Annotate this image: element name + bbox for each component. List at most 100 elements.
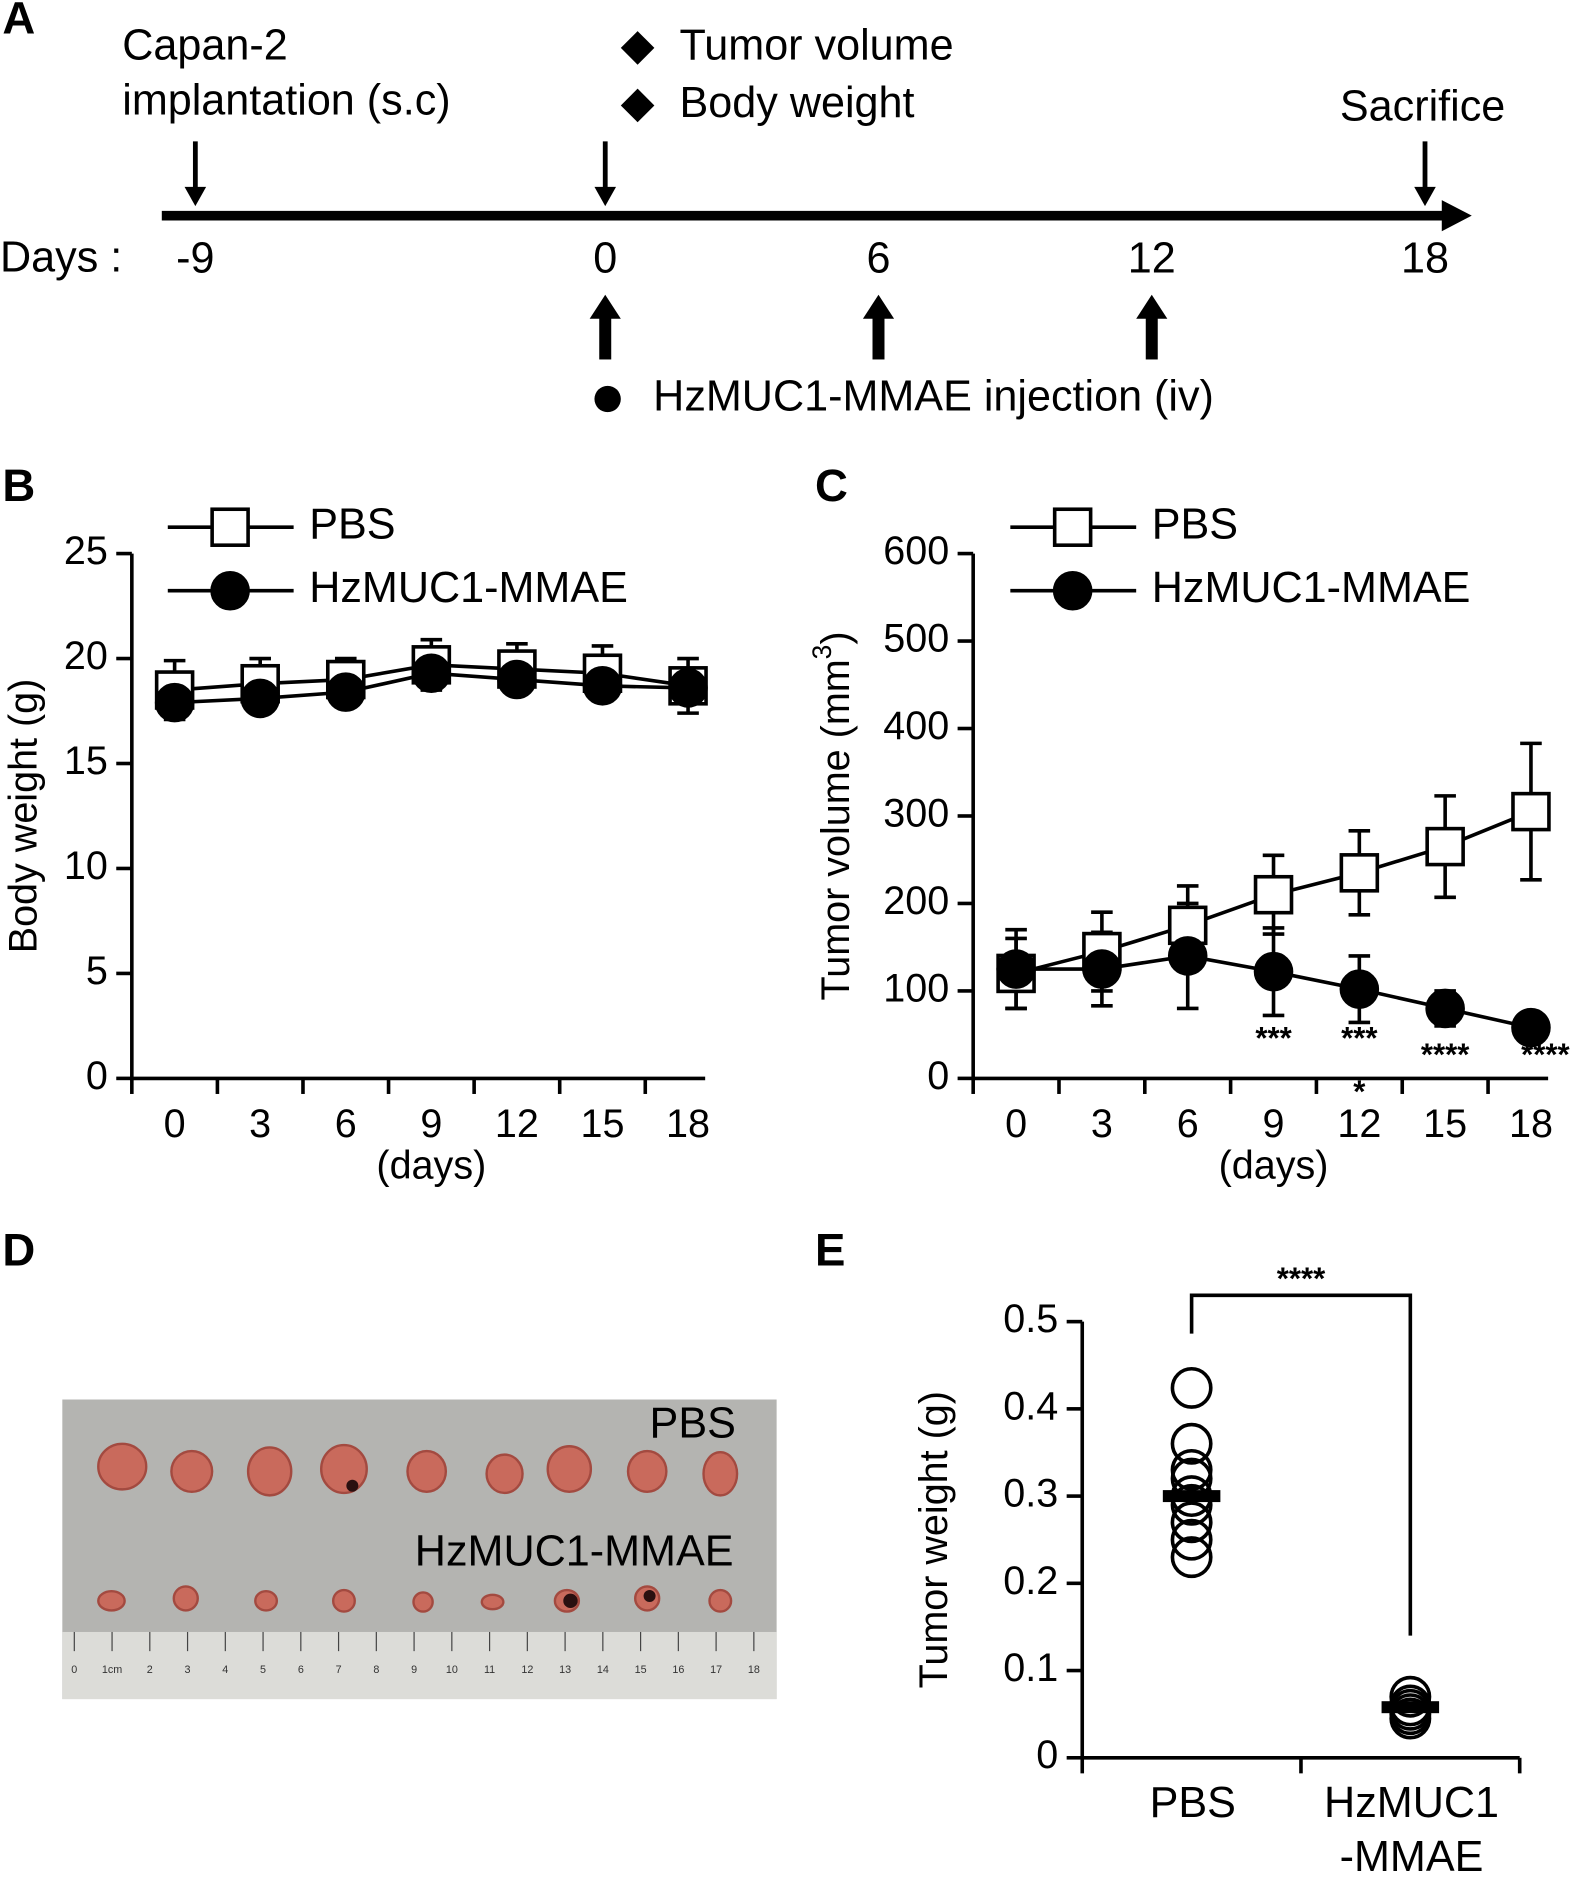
ruler-label: 10	[446, 1664, 458, 1676]
x-tick-label: 9	[1263, 1102, 1285, 1146]
mean-bar	[1381, 1701, 1440, 1714]
data-point	[325, 672, 366, 712]
ruler-label: 8	[373, 1664, 379, 1676]
ruler-label: 13	[559, 1664, 571, 1676]
day-label: 6	[867, 235, 891, 283]
day-label: 0	[593, 235, 617, 283]
panel-label: E	[815, 1224, 845, 1275]
data-point	[411, 653, 452, 694]
up-arrow	[599, 313, 612, 360]
measure-label: Body weight	[680, 79, 915, 127]
x-tick-label: 0	[1005, 1102, 1027, 1146]
significance-label: ***	[1255, 1020, 1292, 1055]
diamond-icon	[620, 31, 655, 65]
day-label: 12	[1128, 235, 1176, 283]
data-point	[1082, 949, 1122, 989]
y-axis-label-part: Body weight (g)	[2, 679, 46, 954]
y-axis-label: Tumor volume (mm3)	[807, 631, 858, 1000]
x-tick-label: 3	[1091, 1102, 1113, 1146]
legend-marker	[1052, 570, 1093, 611]
data-point	[1170, 1366, 1213, 1409]
x-axis-label: (days)	[1219, 1144, 1329, 1188]
y-tick-label: 0.1	[1003, 1646, 1058, 1690]
x-tick-label: 9	[420, 1102, 442, 1146]
data-point	[1425, 826, 1465, 867]
data-point	[1170, 1483, 1213, 1526]
data-point	[240, 678, 280, 719]
timeline-start-label: Capan-2	[122, 21, 287, 69]
photo	[62, 1399, 777, 1700]
significance-label: ****	[1521, 1037, 1570, 1072]
ruler-label: 11	[484, 1664, 495, 1676]
timeline-arrowhead	[1441, 200, 1472, 232]
legend-label: HzMUC1-MMAE	[309, 564, 628, 612]
data-point	[1389, 1697, 1432, 1740]
data-point	[1339, 969, 1380, 1009]
legend-label: PBS	[309, 501, 395, 549]
panel-label: B	[2, 460, 35, 511]
y-tick-label: 300	[883, 791, 949, 835]
y-axis-label-part: Tumor weight (g)	[913, 1391, 957, 1688]
ruler-label: 7	[336, 1664, 342, 1676]
x-tick-label: 6	[335, 1102, 357, 1146]
panel-label: C	[815, 460, 848, 511]
measure-label: Tumor volume	[680, 21, 954, 69]
down-arrowhead	[184, 186, 207, 207]
injection-label: HzMUC1-MMAE injection (iv)	[653, 372, 1214, 420]
day-label: 18	[1401, 235, 1449, 283]
data-point	[668, 668, 708, 708]
x-tick-label: 12	[1337, 1102, 1381, 1146]
y-tick-label: 0.5	[1003, 1297, 1058, 1341]
x-tick-label: 18	[666, 1102, 710, 1146]
ruler-label: 17	[710, 1664, 722, 1676]
y-tick-label: 0.3	[1003, 1472, 1058, 1516]
up-arrowhead	[1136, 294, 1168, 319]
y-axis-label: Tumor weight (g)	[913, 1391, 957, 1688]
y-axis-label: Body weight (g)	[2, 679, 46, 954]
y-tick-label: 0	[1036, 1733, 1058, 1777]
data-point	[1170, 1501, 1213, 1544]
x-tick-label: 0	[164, 1102, 186, 1146]
y-tick-label: 20	[64, 634, 108, 678]
legend-label: HzMUC1-MMAE	[1152, 564, 1471, 612]
sacrifice-label: Sacrifice	[1340, 82, 1505, 130]
significance-label: ****	[1421, 1037, 1470, 1072]
ruler-label: 16	[672, 1664, 684, 1676]
y-tick-label: 600	[883, 529, 949, 573]
data-point	[1425, 988, 1465, 1029]
x-tick-label: 15	[580, 1102, 624, 1146]
x-tick-label: PBS	[1150, 1779, 1236, 1827]
data-point	[1511, 791, 1551, 832]
photo-label: HzMUC1-MMAE	[415, 1527, 734, 1575]
panel-label: D	[2, 1224, 35, 1275]
mean-bar	[1162, 1490, 1221, 1503]
ruler-label: 15	[635, 1664, 647, 1676]
up-arrow	[872, 313, 885, 360]
data-point	[1170, 1518, 1213, 1561]
significance-label: ***	[1341, 1020, 1378, 1055]
ruler-label: 18	[748, 1664, 760, 1676]
data-point	[1170, 1536, 1213, 1579]
x-tick-label: -MMAE	[1340, 1833, 1484, 1880]
ruler-label: 4	[222, 1664, 228, 1676]
y-tick-label: 10	[64, 844, 108, 888]
y-tick-label: 100	[883, 966, 949, 1010]
legend-label: PBS	[1152, 501, 1238, 549]
data-point	[1389, 1675, 1432, 1718]
ruler-label: 14	[597, 1664, 609, 1676]
data-point	[1167, 936, 1208, 976]
ruler-label: 3	[185, 1664, 191, 1676]
photo-label: PBS	[650, 1399, 736, 1447]
down-arrowhead	[594, 186, 617, 207]
y-tick-label: 0	[86, 1054, 108, 1098]
up-arrowhead	[589, 294, 621, 319]
y-axis-label-part: Tumor volume (mm	[814, 659, 858, 1000]
y-tick-label: 25	[64, 529, 108, 573]
ruler-label: 1cm	[102, 1664, 122, 1676]
data-point	[582, 666, 623, 706]
significance-bracket	[1189, 1293, 1413, 1636]
y-tick-label: 0.2	[1003, 1559, 1058, 1603]
data-point	[497, 659, 537, 700]
data-point	[1253, 951, 1294, 992]
x-tick-label: 18	[1509, 1102, 1553, 1146]
